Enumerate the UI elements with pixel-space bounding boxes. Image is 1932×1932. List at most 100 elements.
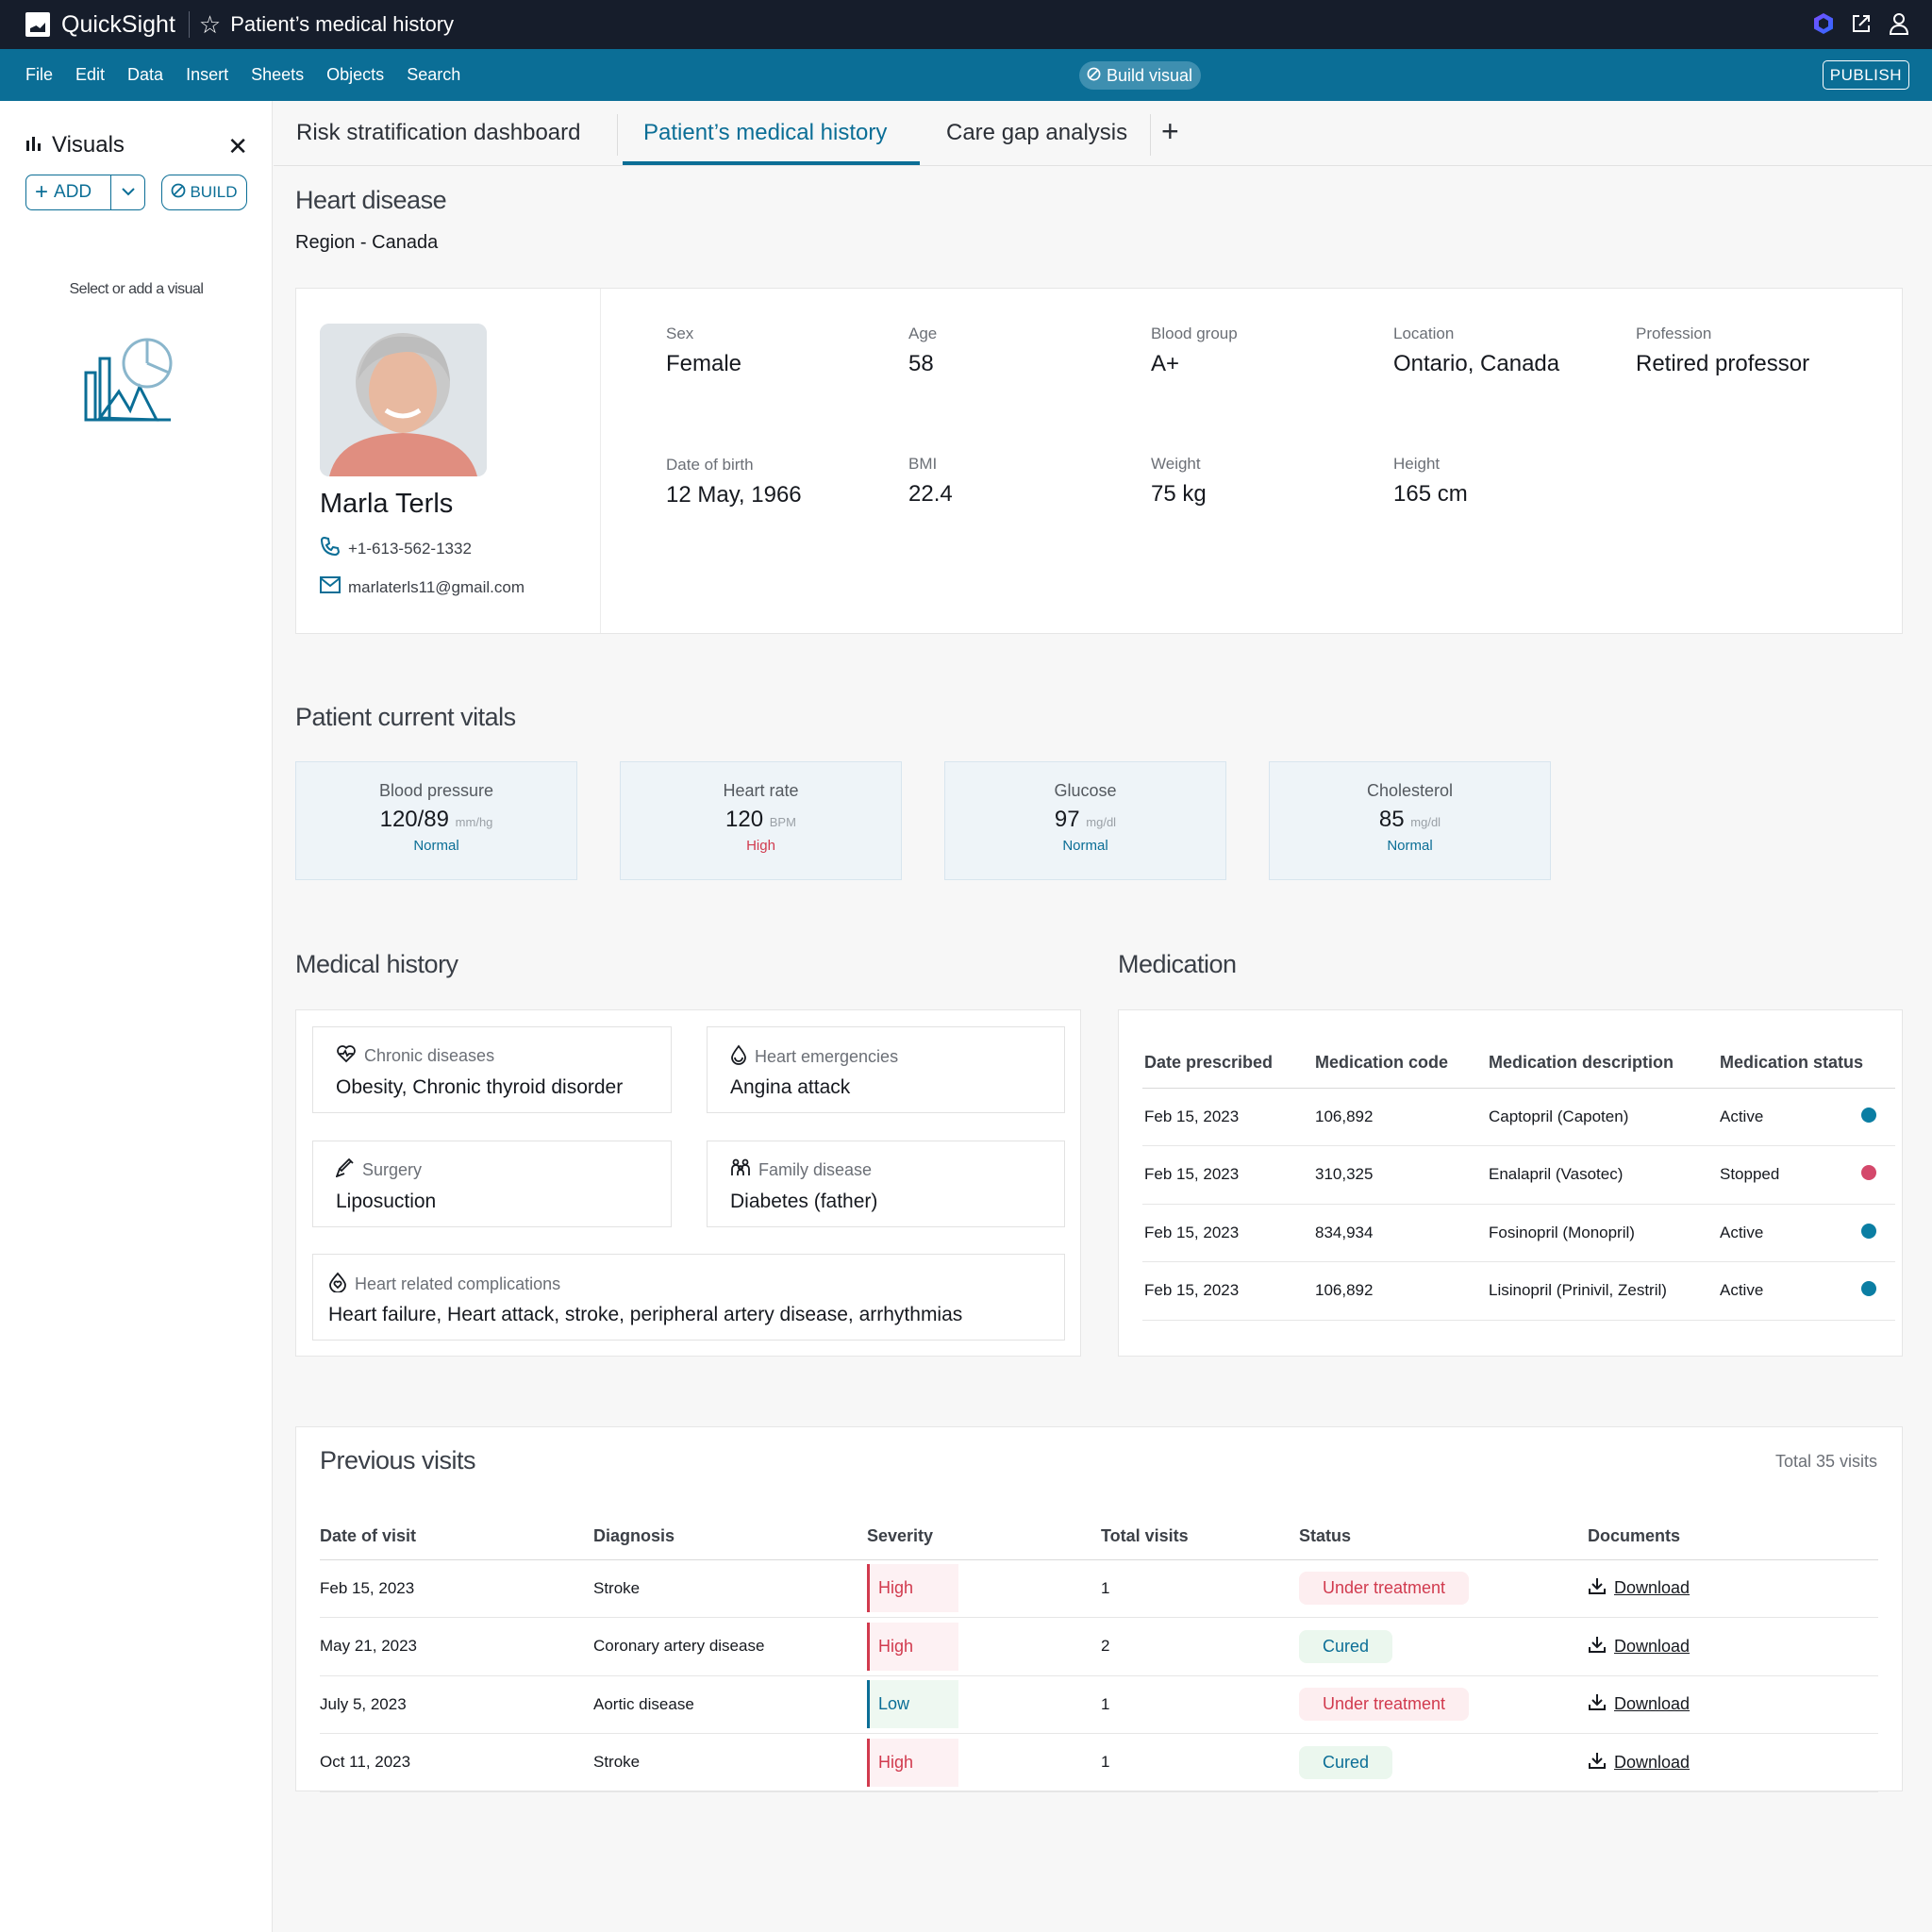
column-header[interactable]: Diagnosis	[593, 1514, 867, 1560]
field-blood-group: Blood group A+	[1151, 325, 1238, 377]
medication-table: Date prescribed Medication code Medicati…	[1142, 1039, 1895, 1321]
vital-value: 85	[1378, 807, 1405, 832]
region-label: Region - Canada	[295, 232, 439, 253]
bar-chart-icon	[25, 132, 42, 158]
cell-total-visits: 1	[1101, 1559, 1299, 1618]
tab-care-gap-analysis[interactable]: Care gap analysis	[946, 120, 1128, 145]
table-row[interactable]: Feb 15, 2023 310,325 Enalapril (Vasotec)…	[1142, 1145, 1895, 1205]
download-link[interactable]: Download	[1588, 1576, 1690, 1600]
family-disease-card[interactable]: Family disease Diabetes (father)	[707, 1141, 1065, 1227]
user-profile-icon[interactable]	[1887, 11, 1911, 36]
vital-blood-pressure[interactable]: Blood pressure 120/89 mm/hg Normal	[295, 761, 577, 880]
add-visual-button[interactable]: + ADD	[25, 175, 145, 210]
table-row[interactable]: Feb 15, 2023 Stroke High 1 Under treatme…	[320, 1559, 1878, 1618]
download-label: Download	[1614, 1578, 1690, 1598]
build-visual-button[interactable]: Build visual	[1079, 61, 1202, 90]
cell-date: Feb 15, 2023	[1142, 1204, 1313, 1262]
history-value: Diabetes (father)	[730, 1191, 878, 1212]
download-icon	[1588, 1635, 1607, 1658]
chevron-down-icon	[121, 184, 136, 201]
history-label: Chronic diseases	[364, 1046, 495, 1065]
table-row[interactable]: Feb 15, 2023 106,892 Captopril (Capoten)…	[1142, 1088, 1895, 1146]
menu-file[interactable]: File	[25, 65, 54, 84]
amazon-q-icon[interactable]	[1811, 11, 1836, 36]
field-value: 12 May, 1966	[666, 482, 802, 508]
syringe-icon	[335, 1158, 355, 1182]
status-dot	[1861, 1165, 1876, 1181]
field-age: Age 58	[908, 325, 937, 377]
status-text: Active	[1720, 1281, 1764, 1300]
severity-badge: High	[867, 1564, 958, 1613]
visuals-panel-title: Visuals	[52, 132, 125, 158]
vital-unit: BPM	[769, 815, 796, 829]
menu-sheets[interactable]: Sheets	[251, 65, 305, 84]
download-link[interactable]: Download	[1588, 1635, 1690, 1658]
download-icon	[1588, 1692, 1607, 1716]
download-link[interactable]: Download	[1588, 1692, 1690, 1716]
add-sheet-icon[interactable]: +	[1161, 114, 1179, 148]
menu-edit[interactable]: Edit	[75, 65, 106, 84]
build-visual-label: Build visual	[1107, 65, 1193, 85]
menu-objects[interactable]: Objects	[326, 65, 385, 84]
family-icon	[730, 1158, 751, 1182]
column-header[interactable]: Medication code	[1313, 1039, 1487, 1089]
quicksight-logo-icon[interactable]	[25, 12, 50, 37]
plus-icon: +	[35, 179, 49, 205]
share-external-icon[interactable]	[1849, 11, 1874, 36]
column-header[interactable]: Severity	[867, 1514, 1101, 1560]
visuals-panel-header: Visuals	[25, 132, 125, 158]
cell-description: Captopril (Capoten)	[1487, 1088, 1718, 1146]
build-visual-icon	[1087, 66, 1101, 86]
add-visual-main[interactable]: + ADD	[26, 175, 110, 209]
vital-cholesterol[interactable]: Cholesterol 85 mg/dl Normal	[1269, 761, 1551, 880]
publish-button[interactable]: PUBLISH	[1822, 60, 1909, 90]
column-header[interactable]: Status	[1299, 1514, 1588, 1560]
heart-emergencies-card[interactable]: Heart emergencies Angina attack	[707, 1026, 1065, 1113]
menu-insert[interactable]: Insert	[186, 65, 229, 84]
close-icon[interactable]: ✕	[227, 132, 248, 160]
tab-risk-stratification[interactable]: Risk stratification dashboard	[296, 120, 581, 145]
table-row[interactable]: May 21, 2023 Coronary artery disease Hig…	[320, 1617, 1878, 1676]
vital-label: Cholesterol	[1366, 781, 1454, 800]
app-brand[interactable]: QuickSight	[61, 10, 175, 38]
field-label: Location	[1393, 325, 1455, 342]
history-label: Family disease	[758, 1160, 873, 1179]
previous-visits-title: Previous visits	[320, 1446, 476, 1474]
chronic-diseases-card[interactable]: Chronic diseases Obesity, Chronic thyroi…	[312, 1026, 672, 1113]
patient-info-card[interactable]: Marla Terls +1-613-562-1332 marlaterls11…	[295, 288, 1903, 634]
visuals-panel: Visuals ✕ + ADD BUILD Select or add a vi…	[0, 101, 273, 1932]
add-dropdown-toggle[interactable]	[110, 175, 144, 209]
vital-glucose[interactable]: Glucose 97 mg/dl Normal	[944, 761, 1226, 880]
menu-search[interactable]: Search	[407, 65, 461, 84]
tab-patients-medical-history[interactable]: Patient’s medical history	[643, 120, 888, 145]
medication-panel: Date prescribed Medication code Medicati…	[1118, 1009, 1903, 1357]
column-header[interactable]: Date of visit	[320, 1514, 593, 1560]
visual-placeholder-illustration	[81, 335, 175, 443]
build-button[interactable]: BUILD	[161, 175, 247, 210]
patient-email[interactable]: marlaterls11@gmail.com	[320, 575, 525, 599]
cell-documents: Download	[1588, 1675, 1878, 1734]
column-header[interactable]: Date prescribed	[1142, 1039, 1313, 1089]
field-profession: Profession Retired professor	[1636, 325, 1809, 377]
table-row[interactable]: Oct 11, 2023 Stroke High 1 Cured Downloa…	[320, 1733, 1878, 1792]
field-height: Height 165 cm	[1393, 455, 1468, 508]
vital-value: 97	[1054, 807, 1080, 832]
table-row[interactable]: Feb 15, 2023 106,892 Lisinopril (Prinivi…	[1142, 1261, 1895, 1321]
vital-value: 120	[725, 807, 764, 832]
heart-pulse-icon	[336, 1044, 357, 1068]
column-header[interactable]: Medication description	[1487, 1039, 1718, 1089]
surgery-card[interactable]: Surgery Liposuction	[312, 1141, 672, 1227]
favorite-star-icon[interactable]: ☆	[198, 9, 222, 39]
vital-label: Glucose	[1054, 781, 1117, 800]
column-header[interactable]: Documents	[1588, 1514, 1878, 1560]
patient-phone[interactable]: +1-613-562-1332	[320, 536, 472, 561]
table-row[interactable]: Feb 15, 2023 834,934 Fosinopril (Monopri…	[1142, 1204, 1895, 1262]
download-link[interactable]: Download	[1588, 1751, 1690, 1774]
table-row[interactable]: July 5, 2023 Aortic disease Low 1 Under …	[320, 1675, 1878, 1734]
cell-total-visits: 2	[1101, 1617, 1299, 1676]
vital-heart-rate[interactable]: Heart rate 120 BPM High	[620, 761, 902, 880]
heart-complications-card[interactable]: Heart related complications Heart failur…	[312, 1254, 1065, 1341]
column-header[interactable]: Medication status	[1718, 1039, 1895, 1089]
menu-data[interactable]: Data	[127, 65, 164, 84]
column-header[interactable]: Total visits	[1101, 1514, 1299, 1560]
